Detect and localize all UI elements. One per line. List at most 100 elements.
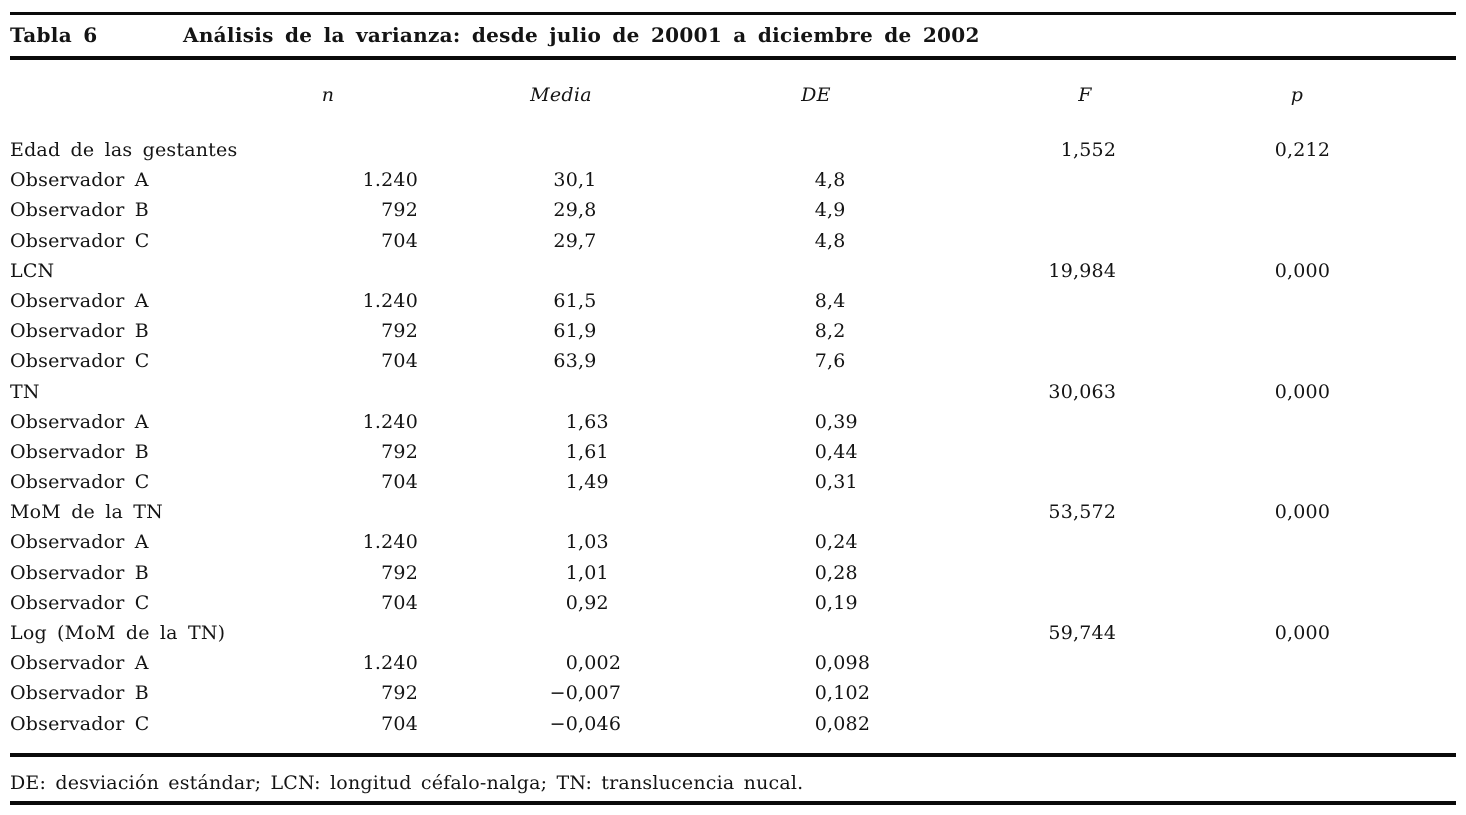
- table-row: LCN 19,984 0,000: [0, 256, 1466, 286]
- cell-n: 704: [381, 712, 418, 735]
- cell-de: 0,098: [814, 652, 871, 675]
- cell-label: Observador B: [10, 440, 149, 463]
- table-title: Análisis de la varianza: desde julio de …: [183, 23, 980, 47]
- table-row: Observador A 1.240 61,5 8,4: [0, 286, 1466, 316]
- cell-n: 704: [381, 591, 418, 614]
- cell-de: 0,39: [814, 410, 858, 433]
- column-header-media: Media: [530, 84, 592, 106]
- footnote-rule: [10, 753, 1456, 757]
- cell-media: 0,92: [565, 591, 609, 614]
- table-row: Observador B 792 61,9 8,2: [0, 316, 1466, 346]
- cell-n: 792: [381, 440, 418, 463]
- cell-n: 1.240: [362, 289, 418, 312]
- cell-de: 8,2: [814, 320, 846, 343]
- top-rule: [10, 12, 1456, 15]
- cell-label: TN: [10, 380, 40, 403]
- table-row: Observador B 792 −0,007 0,102: [0, 678, 1466, 708]
- cell-media: 30,1: [553, 169, 597, 192]
- table-row: MoM de la TN 53,572 0,000: [0, 497, 1466, 527]
- table-row: Observador C 704 29,7 4,8: [0, 226, 1466, 256]
- cell-media: 1,03: [565, 531, 609, 554]
- cell-label: Observador B: [10, 320, 149, 343]
- cell-de: 0,082: [814, 712, 871, 735]
- cell-de: 0,19: [814, 591, 858, 614]
- cell-media: 61,5: [553, 289, 597, 312]
- cell-label: Observador B: [10, 199, 149, 222]
- table-row: Observador C 704 −0,046 0,082: [0, 709, 1466, 739]
- cell-label: Observador A: [10, 169, 149, 192]
- cell-f: 1,552: [1060, 139, 1117, 161]
- cell-p: 0,000: [1274, 380, 1331, 403]
- cell-label: MoM de la TN: [10, 501, 163, 524]
- cell-de: 0,44: [814, 440, 858, 463]
- cell-label: LCN: [10, 259, 55, 282]
- cell-media: −0,046: [549, 712, 622, 735]
- table-row: Observador A 1.240 30,1 4,8: [0, 165, 1466, 195]
- cell-n: 792: [381, 320, 418, 343]
- table-number: Tabla 6: [10, 23, 98, 47]
- cell-label: Observador C: [10, 712, 150, 735]
- cell-label: Edad de las gestantes: [10, 139, 238, 161]
- cell-n: 1.240: [362, 410, 418, 433]
- column-header-f: F: [1078, 84, 1092, 106]
- cell-n: 1.240: [362, 169, 418, 192]
- cell-f: 30,063: [1048, 380, 1117, 403]
- cell-de: 8,4: [814, 289, 846, 312]
- cell-n: 1.240: [362, 531, 418, 554]
- cell-p: 0,000: [1274, 501, 1331, 524]
- table-row: Edad de las gestantes 1,552 0,212: [0, 135, 1466, 165]
- cell-media: 1,01: [565, 561, 609, 584]
- cell-p: 0,000: [1274, 259, 1331, 282]
- cell-de: 0,102: [814, 682, 871, 705]
- cell-n: 792: [381, 561, 418, 584]
- cell-de: 4,8: [814, 169, 846, 192]
- cell-label: Observador B: [10, 682, 149, 705]
- table-footnote: DE: desviación estándar; LCN: longitud c…: [10, 772, 804, 794]
- cell-media: 29,8: [553, 199, 597, 222]
- cell-media: 61,9: [553, 320, 597, 343]
- cell-media: 1,61: [565, 440, 609, 463]
- cell-f: 19,984: [1048, 259, 1117, 282]
- table-row: Observador B 792 1,61 0,44: [0, 437, 1466, 467]
- cell-label: Observador C: [10, 591, 150, 614]
- cell-label: Observador A: [10, 652, 149, 675]
- table-row: Observador C 704 0,92 0,19: [0, 588, 1466, 618]
- cell-label: Log (MoM de la TN): [10, 622, 226, 644]
- cell-label: Observador A: [10, 531, 149, 554]
- cell-de: 0,31: [814, 471, 858, 494]
- cell-de: 4,9: [814, 199, 846, 222]
- cell-label: Observador C: [10, 229, 150, 252]
- cell-de: 4,8: [814, 229, 846, 252]
- cell-media: 1,49: [565, 471, 609, 494]
- cell-n: 1.240: [362, 652, 418, 675]
- table-row: Log (MoM de la TN) 59,744 0,000: [0, 618, 1466, 648]
- cell-n: 792: [381, 199, 418, 222]
- table-row: Observador A 1.240 1,03 0,24: [0, 527, 1466, 557]
- bottom-rule: [10, 801, 1456, 805]
- cell-media: 29,7: [553, 229, 597, 252]
- cell-label: Observador C: [10, 471, 150, 494]
- table-row: Observador C 704 63,9 7,6: [0, 346, 1466, 376]
- cell-media: 0,002: [565, 652, 622, 675]
- cell-n: 704: [381, 350, 418, 373]
- cell-f: 59,744: [1048, 622, 1117, 644]
- cell-n: 704: [381, 471, 418, 494]
- table-row: Observador B 792 29,8 4,9: [0, 195, 1466, 225]
- cell-p: 0,000: [1274, 622, 1331, 644]
- column-header-p: p: [1290, 84, 1304, 106]
- cell-de: 0,28: [814, 561, 858, 584]
- table-row: Observador A 1.240 0,002 0,098: [0, 648, 1466, 678]
- cell-media: −0,007: [549, 682, 622, 705]
- cell-p: 0,212: [1274, 139, 1331, 161]
- column-header-de: DE: [801, 84, 831, 106]
- cell-label: Observador A: [10, 289, 149, 312]
- table-row: Observador B 792 1,01 0,28: [0, 558, 1466, 588]
- table-row: Observador A 1.240 1,63 0,39: [0, 407, 1466, 437]
- cell-media: 63,9: [553, 350, 597, 373]
- cell-label: Observador C: [10, 350, 150, 373]
- cell-de: 7,6: [814, 350, 846, 373]
- cell-n: 704: [381, 229, 418, 252]
- column-header-n: n: [321, 84, 335, 106]
- cell-label: Observador B: [10, 561, 149, 584]
- table-body: Edad de las gestantes 1,552 0,212 Observado…: [0, 135, 1466, 739]
